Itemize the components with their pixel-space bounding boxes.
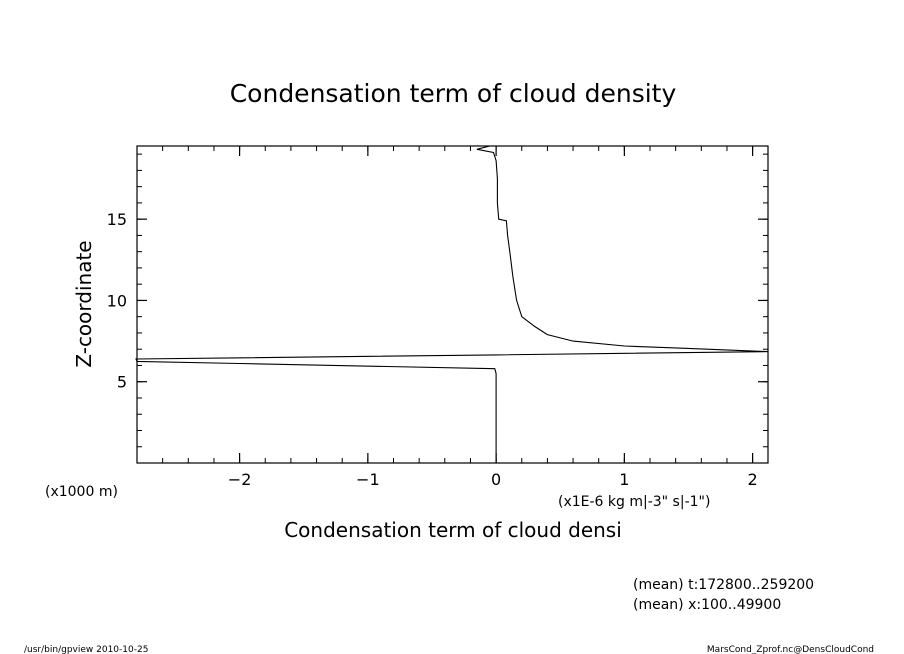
y-tick-label: 10 — [107, 291, 127, 310]
y-tick-label: 5 — [117, 373, 127, 392]
x-tick-label: 2 — [748, 470, 758, 489]
footer-left: /usr/bin/gpview 2010-10-25 — [24, 645, 148, 654]
x-tick-label: 0 — [491, 470, 501, 489]
x-axis-label: Condensation term of cloud densi — [284, 518, 622, 542]
major-ticks — [137, 146, 768, 463]
plot-frame — [136, 145, 769, 464]
x-tick-label: −1 — [356, 470, 380, 489]
x-tick-labels: −2 −1 0 1 2 — [228, 470, 758, 489]
y-tick-label: 15 — [107, 210, 127, 229]
y-axis-label: Z-coordinate — [72, 240, 96, 367]
x-tick-label: 1 — [619, 470, 629, 489]
mean-t-annotation: (mean) t:172800..259200 — [633, 577, 814, 593]
plot-area — [135, 145, 769, 464]
minor-ticks — [137, 146, 768, 464]
series-line — [135, 145, 769, 463]
x-tick-label: −2 — [228, 470, 252, 489]
chart-title: Condensation term of cloud density — [230, 79, 677, 108]
x-units-label: (x1E-6 kg m|-3" s|-1") — [558, 494, 710, 510]
mean-x-annotation: (mean) x:100..49900 — [633, 597, 781, 613]
y-tick-labels: 5 10 15 — [107, 210, 127, 392]
footer-right: MarsCond_Zprof.nc@DensCloudCond — [707, 645, 874, 654]
y-units-label: (x1000 m) — [45, 484, 118, 500]
